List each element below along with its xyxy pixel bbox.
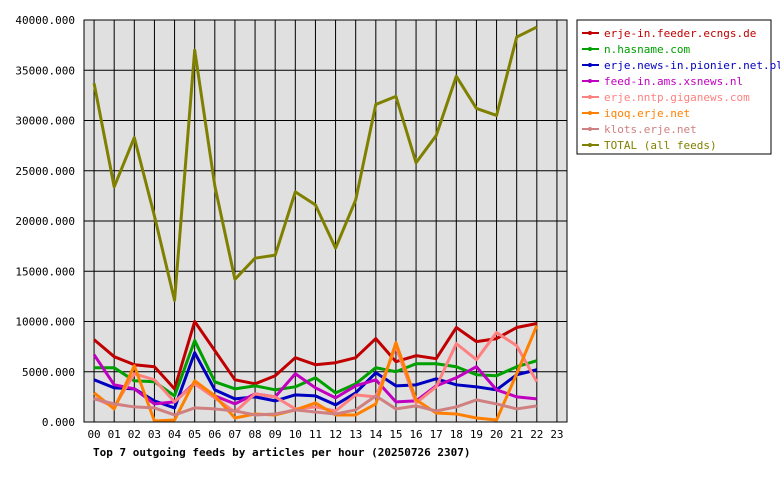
x-tick-label: 19: [470, 428, 483, 441]
series-line-0: [93, 320, 538, 391]
legend-label: feed-in.ams.xsnews.nl: [604, 75, 743, 88]
x-tick-label: 01: [108, 428, 121, 441]
x-tick-label: 08: [248, 428, 261, 441]
x-tick-label: 03: [148, 428, 161, 441]
legend-marker: [588, 79, 592, 83]
x-tick-label: 00: [87, 428, 100, 441]
legend-marker: [588, 127, 592, 131]
series-line-5: [93, 324, 539, 423]
x-tick-label: 17: [430, 428, 443, 441]
y-tick-label: 25000.000: [15, 165, 75, 178]
y-tick-label: 20000.000: [15, 215, 75, 228]
x-tick-label: 02: [128, 428, 141, 441]
y-tick-label: 0.000: [42, 416, 75, 429]
legend-label: iqoq.erje.net: [604, 107, 690, 120]
x-tick-label: 22: [530, 428, 543, 441]
x-tick-label: 23: [550, 428, 563, 441]
x-tick-label: 12: [329, 428, 342, 441]
legend-box: [576, 19, 772, 155]
x-tick-label: 09: [269, 428, 282, 441]
y-axis-ticks: 0.000 5000.000 10000.000 15000.000 20000.000…: [15, 14, 75, 429]
x-axis-ticks: 00 01 02 03 04 05 06 07 08 09 10 11 12 13 14 15 16 17 18 19…: [87, 428, 563, 441]
legend-marker: [588, 47, 592, 51]
y-tick-label: 5000.000: [22, 366, 75, 379]
series-line-1: [94, 339, 538, 398]
series-lines: [92, 25, 539, 423]
series-line-2: [93, 351, 538, 410]
legend-label: erje.nntp.giganews.com: [604, 91, 750, 104]
x-tick-label: 10: [289, 428, 302, 441]
x-tick-label: 04: [168, 428, 182, 441]
legend-marker: [588, 143, 592, 147]
legend-label: n.hasname.com: [604, 43, 690, 56]
x-tick-label: 06: [208, 428, 221, 441]
x-tick-label: 07: [228, 428, 241, 441]
y-tick-label: 35000.000: [15, 64, 75, 77]
legend-marker: [588, 63, 592, 67]
x-tick-label: 18: [450, 428, 463, 441]
y-tick-label: 10000.000: [15, 316, 75, 329]
legend-marker: [588, 95, 592, 99]
x-tick-label: 14: [369, 428, 383, 441]
x-tick-label: 11: [309, 428, 322, 441]
legend-marker: [588, 31, 592, 35]
y-tick-label: 40000.000: [15, 14, 75, 27]
x-tick-label: 05: [188, 428, 201, 441]
x-tick-label: 21: [510, 428, 523, 441]
series-line-3: [92, 353, 537, 406]
x-tick-label: 13: [349, 428, 362, 441]
series-line-4: [93, 331, 539, 414]
legend-label: erje-in.feeder.ecngs.de: [604, 27, 756, 40]
series-line-6: [93, 394, 538, 417]
y-tick-label: 15000.000: [15, 265, 75, 278]
series-line-7: [92, 25, 538, 302]
legend-label: TOTAL (all feeds): [604, 139, 717, 152]
chart-title: Top 7 outgoing feeds by articles per hou…: [93, 446, 471, 459]
y-tick-label: 30000.000: [15, 115, 75, 128]
legend-label: erje.news-in.pionier.net.pl: [604, 59, 780, 72]
x-tick-label: 15: [389, 428, 402, 441]
x-tick-label: 16: [409, 428, 422, 441]
legend: erje-in.feeder.ecngs.de n.hasname.com erje…: [576, 19, 780, 155]
legend-label: klots.erje.net: [604, 123, 697, 136]
x-tick-label: 20: [490, 428, 503, 441]
plot-frame: [83, 19, 568, 423]
grid: [84, 19, 567, 423]
legend-marker: [588, 111, 592, 115]
